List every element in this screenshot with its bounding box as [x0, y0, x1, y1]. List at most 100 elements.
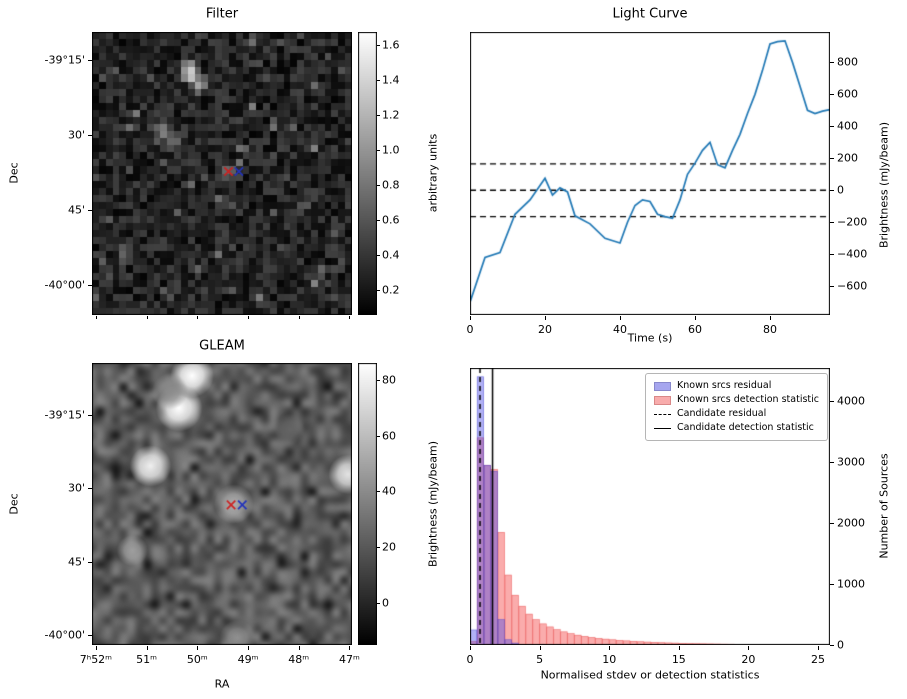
tick-label: 30' [67, 481, 85, 495]
tick-mark [88, 415, 92, 417]
tick-mark [95, 316, 97, 319]
tick-mark [377, 491, 380, 493]
tick-mark [349, 646, 351, 650]
tick-label: 80 [763, 323, 777, 336]
tick-label: −400 [837, 247, 868, 261]
legend-row: Candidate detection statistic [654, 421, 819, 435]
filter-ylabel: Dec [7, 162, 21, 184]
tick-label: 0 [466, 323, 474, 336]
tick-mark [197, 316, 199, 319]
tick-mark [377, 219, 380, 221]
filter-image [92, 32, 352, 315]
tick-mark [146, 646, 148, 650]
tick-label: 1.6 [382, 38, 400, 52]
tick-label: 25 [811, 653, 826, 666]
light-curve-title: Light Curve [612, 6, 688, 22]
tick-mark [377, 435, 380, 437]
tick-mark [830, 222, 834, 224]
tick-label: 45' [67, 203, 85, 217]
tick-mark [377, 289, 380, 291]
tick-mark [377, 379, 380, 381]
gleam-ylabel: Dec [7, 493, 21, 515]
tick-label: 0 [837, 183, 844, 197]
tick-label: -40°00' [44, 628, 86, 642]
light-curve-plot [470, 32, 830, 315]
tick-label: 20 [382, 540, 396, 554]
tick-mark [830, 461, 834, 463]
tick-mark [377, 547, 380, 549]
tick-label: 1000 [837, 577, 865, 591]
tick-label: 1.4 [382, 73, 400, 87]
tick-mark [830, 583, 834, 585]
tick-label: 40 [613, 323, 627, 336]
tick-label: -39°15' [44, 408, 86, 422]
tick-mark [539, 646, 541, 650]
legend-label-candidate-detection: Candidate detection statistic [677, 422, 814, 433]
tick-label: 30' [67, 128, 85, 142]
light-curve-xlabel: Time (s) [627, 331, 673, 345]
tick-mark [830, 158, 834, 160]
tick-label: 51ᵐ [136, 653, 158, 666]
tick-mark [349, 316, 351, 319]
tick-mark [298, 316, 300, 319]
tick-label: 15 [671, 653, 686, 666]
gleam-colorbar-label: Brightness (mJy/beam) [426, 440, 440, 568]
tick-mark [88, 210, 92, 212]
tick-mark [248, 316, 249, 319]
filter-colorbar [358, 32, 377, 315]
tick-label: 50ᵐ [186, 653, 208, 666]
tick-label: 3000 [837, 455, 865, 469]
tick-mark [830, 62, 834, 64]
tick-label: 0.2 [382, 283, 400, 297]
gleam-xlabel: RA [214, 677, 230, 691]
tick-mark [470, 316, 471, 320]
tick-label: 0 [466, 653, 474, 666]
tick-mark [377, 254, 380, 256]
tick-mark [377, 114, 380, 116]
tick-mark [88, 60, 92, 62]
tick-label: 400 [837, 119, 858, 133]
tick-label: 0 [837, 638, 844, 652]
filter-colorbar-label: arbitrary units [426, 133, 440, 213]
legend-label-residual: Known srcs residual [677, 380, 772, 391]
tick-mark [88, 561, 92, 563]
tick-mark [545, 316, 546, 320]
tick-label: 48ᵐ [288, 653, 310, 666]
tick-label: 1.0 [382, 143, 400, 157]
legend-dashed-line-icon [654, 413, 671, 415]
tick-label: 7ʰ52ᵐ [79, 653, 113, 666]
tick-label: 20 [741, 653, 756, 666]
gleam-title: GLEAM [199, 338, 245, 354]
tick-label: -40°00' [44, 278, 86, 292]
tick-mark [818, 646, 820, 650]
legend-solid-line-icon [654, 427, 671, 429]
tick-label: 20 [538, 323, 552, 336]
tick-mark [830, 126, 834, 128]
gleam-image [92, 363, 352, 645]
tick-mark [678, 646, 680, 650]
legend-row: Known srcs detection statistic [654, 393, 819, 407]
tick-mark [298, 646, 300, 650]
legend-label-candidate-residual: Candidate residual [677, 408, 767, 419]
tick-mark [88, 135, 92, 137]
histogram-xlabel: Normalised stdev or detection statistics [540, 668, 760, 682]
tick-label: 47ᵐ [338, 653, 360, 666]
tick-mark [470, 646, 471, 650]
tick-mark [146, 316, 148, 319]
tick-mark [88, 635, 92, 637]
legend-swatch-residual [654, 381, 671, 391]
tick-label: 0.8 [382, 178, 400, 192]
light-curve-ylabel: Brightness (mJy/beam) [877, 121, 891, 249]
tick-label: 45' [67, 555, 85, 569]
tick-label: 4000 [837, 394, 865, 408]
tick-mark [830, 254, 834, 256]
tick-label: 0.6 [382, 213, 400, 227]
legend: Known srcs residual Known srcs detection… [645, 373, 828, 441]
tick-label: −200 [837, 215, 868, 229]
tick-mark [88, 488, 92, 490]
tick-label: 2000 [837, 516, 865, 530]
tick-mark [248, 646, 249, 650]
tick-label: -39°15' [44, 53, 86, 67]
tick-mark [770, 316, 771, 320]
